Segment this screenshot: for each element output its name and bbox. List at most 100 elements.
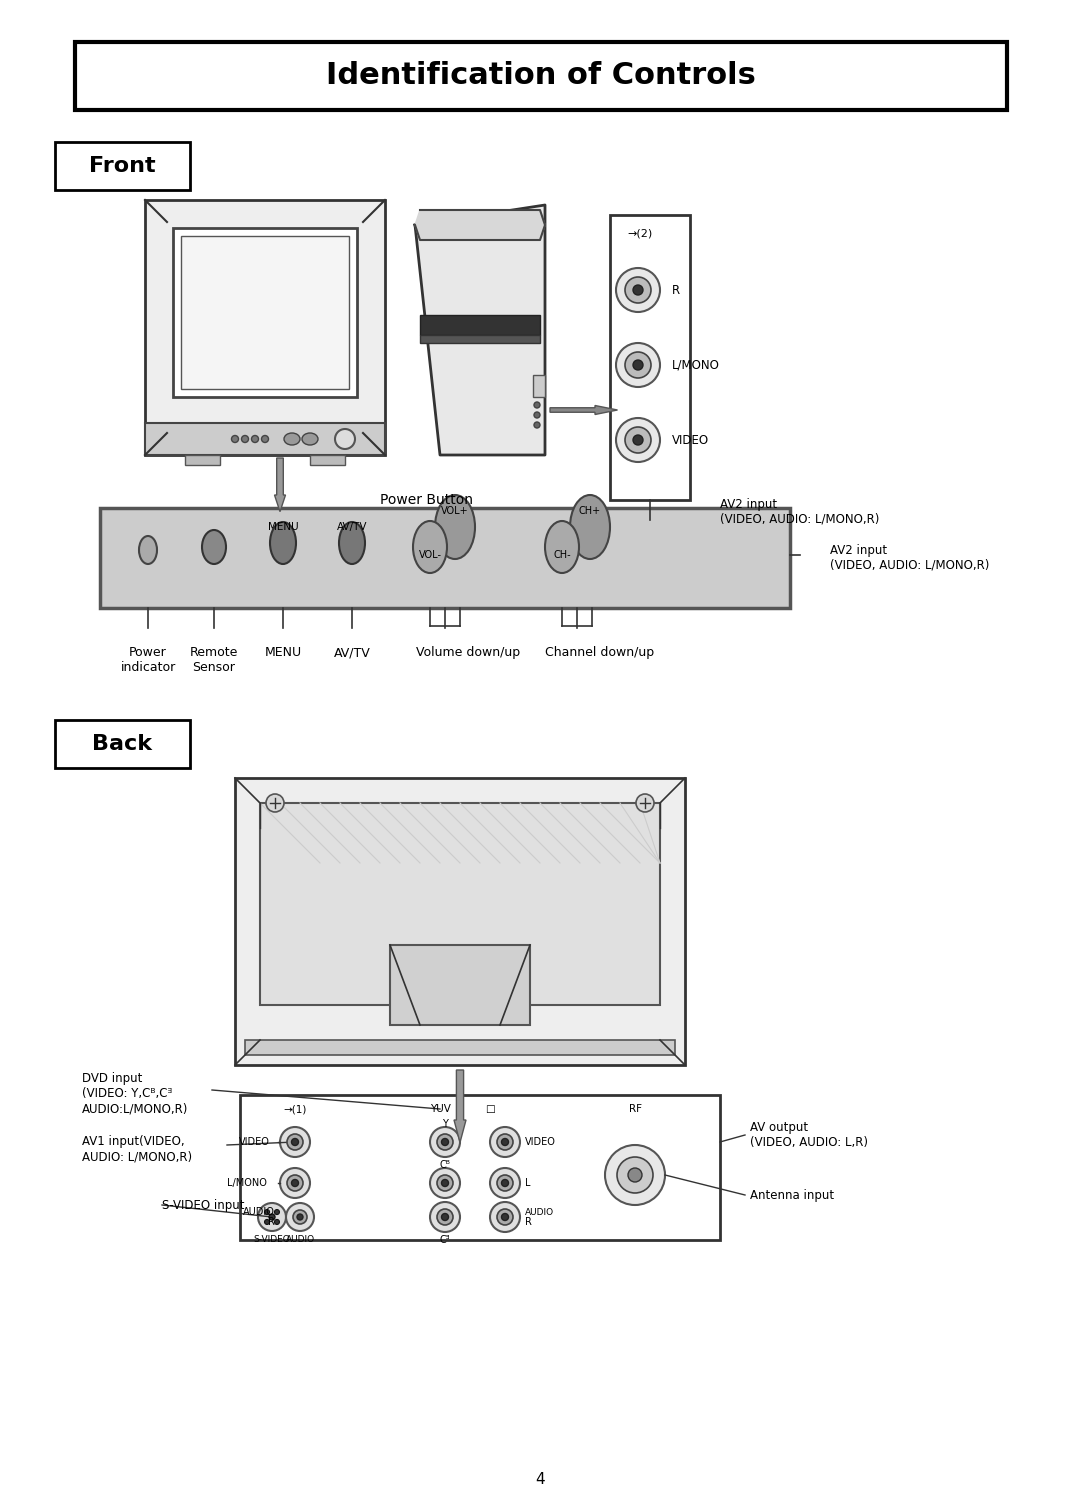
Circle shape: [625, 426, 651, 454]
Circle shape: [633, 360, 643, 371]
Text: AV output
(VIDEO, AUDIO: L,R): AV output (VIDEO, AUDIO: L,R): [750, 1121, 868, 1148]
Text: Antenna input: Antenna input: [750, 1189, 834, 1201]
Text: YUV: YUV: [430, 1105, 450, 1114]
Text: Remote
Sensor: Remote Sensor: [190, 647, 239, 674]
Text: VIDEO: VIDEO: [525, 1136, 556, 1147]
Circle shape: [261, 436, 269, 443]
Text: AUDIO: AUDIO: [285, 1236, 314, 1243]
Circle shape: [274, 1210, 280, 1215]
Circle shape: [490, 1168, 519, 1198]
Bar: [55, 720, 190, 769]
Text: CH-: CH-: [553, 550, 571, 561]
Text: AV2 input
(VIDEO, AUDIO: L/MONO,R): AV2 input (VIDEO, AUDIO: L/MONO,R): [831, 544, 989, 573]
Text: RF: RF: [629, 1105, 642, 1114]
Text: AUDIO: AUDIO: [243, 1207, 275, 1218]
Text: Cᴮ: Cᴮ: [440, 1160, 450, 1169]
Text: Back: Back: [92, 734, 152, 754]
Circle shape: [269, 1215, 275, 1221]
Circle shape: [627, 1168, 642, 1181]
Text: AUDIO: AUDIO: [525, 1209, 554, 1218]
Bar: [390, 945, 530, 1025]
Ellipse shape: [339, 521, 365, 564]
Circle shape: [287, 1133, 303, 1150]
Text: L: L: [525, 1178, 530, 1188]
Circle shape: [335, 429, 355, 449]
Circle shape: [490, 1127, 519, 1157]
Circle shape: [297, 1215, 303, 1221]
Circle shape: [430, 1168, 460, 1198]
Circle shape: [534, 411, 540, 417]
Circle shape: [287, 1175, 303, 1191]
Circle shape: [442, 1213, 448, 1221]
Bar: [181, 237, 349, 389]
Circle shape: [430, 1127, 460, 1157]
Circle shape: [293, 1210, 307, 1224]
Text: Volume down/up: Volume down/up: [416, 647, 521, 659]
Bar: [100, 508, 789, 607]
Circle shape: [258, 1203, 286, 1231]
Text: Power
indicator: Power indicator: [120, 647, 176, 674]
Text: Channel down/up: Channel down/up: [545, 647, 654, 659]
Circle shape: [497, 1133, 513, 1150]
Ellipse shape: [139, 536, 157, 564]
Text: VOL+: VOL+: [442, 506, 469, 515]
Ellipse shape: [284, 433, 300, 445]
Circle shape: [605, 1145, 665, 1206]
Circle shape: [534, 422, 540, 428]
Text: L/MONO: L/MONO: [227, 1178, 267, 1188]
Circle shape: [442, 1138, 448, 1145]
Bar: [420, 335, 540, 344]
Text: AV/TV: AV/TV: [337, 521, 367, 532]
Ellipse shape: [302, 433, 318, 445]
FancyArrow shape: [454, 1070, 465, 1142]
Circle shape: [617, 1157, 653, 1194]
Bar: [610, 216, 690, 500]
Circle shape: [274, 1219, 280, 1225]
Text: S-VIDEO input: S-VIDEO input: [162, 1198, 244, 1212]
Ellipse shape: [202, 530, 226, 564]
Bar: [185, 455, 220, 466]
Text: MENU: MENU: [265, 647, 301, 659]
Bar: [310, 455, 345, 466]
Text: MENU: MENU: [268, 521, 298, 532]
Polygon shape: [415, 209, 545, 240]
Circle shape: [534, 402, 540, 408]
Bar: [75, 42, 1007, 110]
Circle shape: [633, 436, 643, 445]
Circle shape: [625, 353, 651, 378]
Bar: [240, 1096, 720, 1240]
Text: L/MONO: L/MONO: [672, 359, 720, 372]
Text: AV1 input(VIDEO,
AUDIO: L/MONO,R): AV1 input(VIDEO, AUDIO: L/MONO,R): [82, 1135, 192, 1163]
Circle shape: [280, 1127, 310, 1157]
Text: Power Button: Power Button: [380, 493, 473, 506]
Bar: [245, 1040, 675, 1055]
Circle shape: [501, 1213, 509, 1221]
FancyArrow shape: [550, 405, 618, 414]
Circle shape: [265, 1219, 270, 1225]
Circle shape: [636, 794, 654, 812]
Bar: [260, 803, 660, 1005]
Circle shape: [616, 344, 660, 387]
Circle shape: [625, 277, 651, 303]
Text: R: R: [525, 1218, 531, 1227]
Ellipse shape: [435, 494, 475, 559]
Text: →(1): →(1): [283, 1105, 307, 1114]
Text: VIDEO: VIDEO: [672, 434, 710, 446]
Text: 4: 4: [536, 1472, 544, 1487]
Circle shape: [265, 1210, 270, 1215]
Circle shape: [292, 1138, 298, 1145]
Circle shape: [280, 1168, 310, 1198]
Circle shape: [242, 436, 248, 443]
Circle shape: [497, 1175, 513, 1191]
Text: Identification of Controls: Identification of Controls: [326, 62, 756, 90]
Text: VOL-: VOL-: [419, 550, 442, 561]
Text: →(2): →(2): [627, 228, 652, 238]
Text: AV2 input
(VIDEO, AUDIO: L/MONO,R): AV2 input (VIDEO, AUDIO: L/MONO,R): [720, 497, 879, 526]
Circle shape: [501, 1180, 509, 1186]
FancyArrow shape: [274, 458, 285, 512]
Circle shape: [437, 1133, 453, 1150]
Text: DVD input
(VIDEO: Y,Cᴮ,Cᴲ
AUDIO:L/MONO,R): DVD input (VIDEO: Y,Cᴮ,Cᴲ AUDIO:L/MONO,R…: [82, 1071, 188, 1115]
Bar: [420, 315, 540, 335]
Circle shape: [616, 417, 660, 463]
Circle shape: [437, 1175, 453, 1191]
